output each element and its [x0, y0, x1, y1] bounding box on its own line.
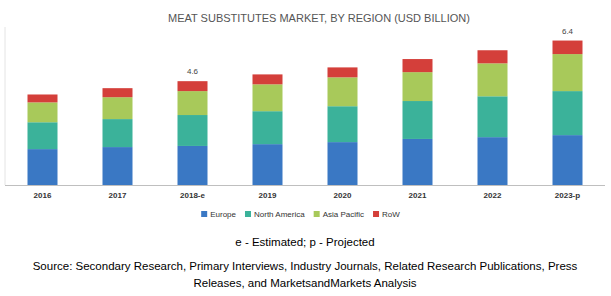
bar-segment [103, 88, 133, 97]
source: Source: Secondary Research, Primary Inte… [33, 260, 578, 272]
title: MEAT SUBSTITUTES MARKET, BY REGION (USD … [168, 12, 470, 24]
note: e - Estimated; p - Projected [235, 236, 374, 248]
bar-segment [178, 91, 208, 115]
bar-segment [328, 77, 358, 106]
bar-segment [178, 81, 208, 91]
bar-segment [478, 50, 508, 63]
bar-segment [403, 72, 433, 101]
bar-segment [403, 59, 433, 72]
bar-segment [253, 74, 283, 84]
legend-label: North America [254, 210, 305, 219]
bar-segment [478, 63, 508, 96]
bar-segment [28, 94, 58, 102]
legend-swatch [314, 211, 320, 217]
chart: MEAT SUBSTITUTES MARKET, BY REGION (USD … [0, 0, 611, 296]
bar-segment [178, 115, 208, 146]
bar-segment [553, 135, 583, 185]
legend-label: RoW [382, 210, 400, 219]
bar-segment [253, 111, 283, 144]
legend-swatch [201, 211, 207, 217]
legend-label: Europe [210, 210, 236, 219]
annotation: 6.4 [562, 27, 574, 36]
legend: Europe North America Asia Pacific RoW [201, 210, 400, 219]
bar-segment [328, 67, 358, 77]
bar-segment [553, 54, 583, 91]
bar-segment [553, 41, 583, 55]
bar-segment [253, 84, 283, 111]
bar-segment [403, 139, 433, 185]
y-axis-line [5, 27, 6, 185]
bar-segment [403, 101, 433, 139]
bars [28, 41, 583, 185]
bar-segment [28, 122, 58, 149]
legend-label: Asia Pacific [323, 210, 364, 219]
bar-segment [103, 97, 133, 119]
bar-segment [553, 91, 583, 135]
bar-segment [478, 137, 508, 185]
bar-segment [328, 142, 358, 185]
bar-segment [178, 146, 208, 185]
x-tick-label: 2018-e [180, 191, 205, 200]
legend-swatch [373, 211, 379, 217]
source: Releases, and MarketsandMarkets Analysis [193, 277, 416, 289]
annotation: 4.6 [187, 67, 199, 76]
bar-segment [28, 149, 58, 185]
x-tick-label: 2020 [334, 191, 352, 200]
x-tick-label: 2017 [109, 191, 127, 200]
x-tick-label: 2023-p [555, 191, 580, 200]
bar-segment [28, 102, 58, 122]
x-tick-label: 2022 [484, 191, 502, 200]
x-axis-line [5, 185, 605, 186]
bar-segment [328, 106, 358, 142]
x-tick-label: 2021 [409, 191, 427, 200]
x-tick-label: 2016 [34, 191, 52, 200]
bar-segment [478, 96, 508, 137]
bar-segment [103, 147, 133, 185]
bar-segment [253, 144, 283, 185]
x-tick-label: 2019 [259, 191, 277, 200]
bar-segment [103, 119, 133, 147]
legend-swatch [245, 211, 251, 217]
